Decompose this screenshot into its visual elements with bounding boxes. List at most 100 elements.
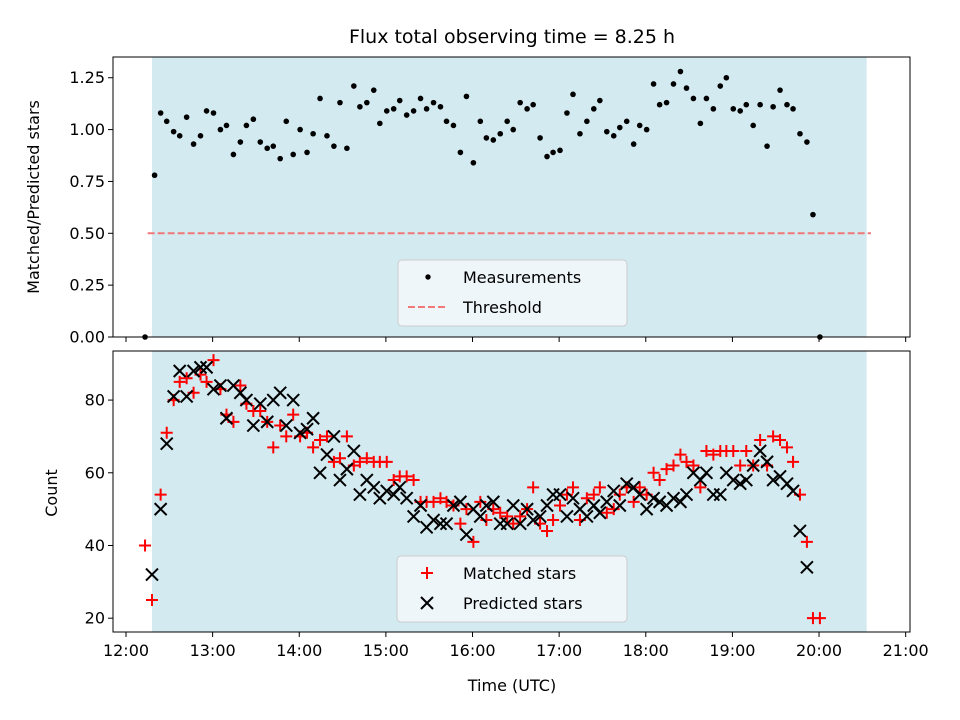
matched-stars-point [154, 488, 167, 501]
predicted-stars-point [793, 524, 807, 538]
measurement-point [230, 151, 237, 158]
measurement-point [597, 97, 603, 104]
matched-stars-point [541, 524, 554, 537]
predicted-stars-point [633, 487, 647, 502]
measurement-point [477, 118, 484, 125]
predicted-stars-point [219, 411, 234, 425]
measurement-point [190, 141, 197, 147]
predicted-stars-point [300, 422, 314, 436]
matched-stars-point [507, 517, 520, 530]
predicted-stars-point [620, 476, 634, 491]
predicted-stars-point [313, 466, 327, 480]
matched-stars-point [647, 466, 660, 479]
predicted-stars-point [486, 495, 501, 509]
predicted-stars-point [520, 502, 534, 516]
measurement-point [630, 141, 637, 147]
matched-stars-point [145, 594, 158, 607]
bottom-plot-frame [112, 350, 911, 633]
predicted-stars-point [560, 509, 574, 524]
matched-stars-point [580, 492, 593, 505]
matched-stars-point [700, 444, 713, 457]
measurement-point [737, 108, 744, 114]
matched-stars-point [600, 506, 613, 519]
matched-stars-point [560, 488, 573, 501]
measurement-point [390, 106, 397, 112]
measurement-point [810, 211, 816, 218]
predicted-stars-point [459, 527, 474, 542]
bottom-legend-box [396, 555, 628, 623]
matched-stars-point [480, 514, 493, 527]
measurement-point [577, 130, 583, 137]
matched-stars-point [267, 441, 280, 454]
predicted-stars-point [193, 360, 208, 375]
predicted-stars-point [320, 447, 334, 462]
top-legend-box [397, 259, 628, 327]
measurement-point [544, 153, 550, 160]
measurement-point [351, 83, 357, 89]
x-tick-label: 12:00 [103, 641, 149, 660]
predicted-stars-point [639, 502, 654, 516]
measurement-point [524, 106, 530, 112]
measurement-point [550, 149, 556, 156]
matched-stars-point [547, 514, 560, 527]
measurement-point [490, 137, 497, 143]
measurement-point [797, 130, 803, 137]
measurement-point [277, 155, 283, 162]
measurement-point [584, 118, 590, 125]
measurement-point [304, 149, 310, 156]
predicted-stars-point [713, 487, 727, 502]
measurement-point [283, 118, 290, 125]
x-tick-label: 17:00 [536, 641, 582, 660]
measurement-point [463, 93, 470, 100]
measurement-point [497, 130, 504, 137]
x-tick-label: 18:00 [623, 641, 669, 660]
predicted-stars-point [473, 509, 488, 524]
predicted-stars-point [426, 513, 441, 527]
x-tick-label: 16:00 [449, 641, 495, 660]
predicted-stars-point [333, 473, 347, 487]
measurement-point [243, 122, 250, 129]
predicted-stars-point [347, 444, 361, 458]
predicted-stars-point [273, 386, 287, 400]
matched-stars-point [287, 408, 300, 421]
measurement-point [623, 118, 630, 125]
measurement-point [417, 95, 424, 102]
matched-stars-point [727, 444, 740, 457]
matched-stars-point [667, 459, 680, 472]
predicted-stars-point [145, 567, 159, 582]
measurement-point [197, 133, 204, 139]
predicted-stars-point [479, 498, 494, 513]
measurement-point [650, 81, 657, 87]
predicted-stars-point [253, 397, 267, 411]
predicted-stars-point [733, 476, 747, 491]
predicted-stars-point [327, 429, 341, 444]
predicted-stars-point [446, 498, 461, 513]
measurement-point [690, 95, 697, 102]
predicted-stars-point [526, 513, 540, 527]
measurement-point [603, 128, 610, 135]
measurement-point [670, 81, 677, 87]
measurement-point [457, 149, 464, 156]
bottom-y-axis-label: Count [42, 469, 61, 517]
predicted-stars-point [753, 444, 767, 458]
measurement-point [324, 133, 330, 139]
measurement-point [450, 122, 457, 129]
predicted-stars-point [367, 480, 381, 495]
measurement-point [730, 106, 737, 112]
matched-stars-point [694, 481, 707, 494]
predicted-stars-point [293, 426, 307, 440]
matched-stars-point [653, 474, 666, 487]
measurement-point [183, 114, 190, 120]
predicted-stars-point [646, 491, 661, 505]
measurement-point [410, 108, 417, 114]
matched-stars-point [474, 495, 487, 508]
predicted-stars-point [306, 411, 320, 425]
measurement-point [217, 126, 224, 133]
predicted-stars-point [800, 560, 814, 575]
matched-stars-point [687, 459, 700, 472]
matched-stars-point [434, 492, 447, 505]
matched-stars-point [787, 455, 800, 468]
predicted-stars-point [613, 498, 627, 513]
predicted-stars-point [246, 418, 261, 433]
